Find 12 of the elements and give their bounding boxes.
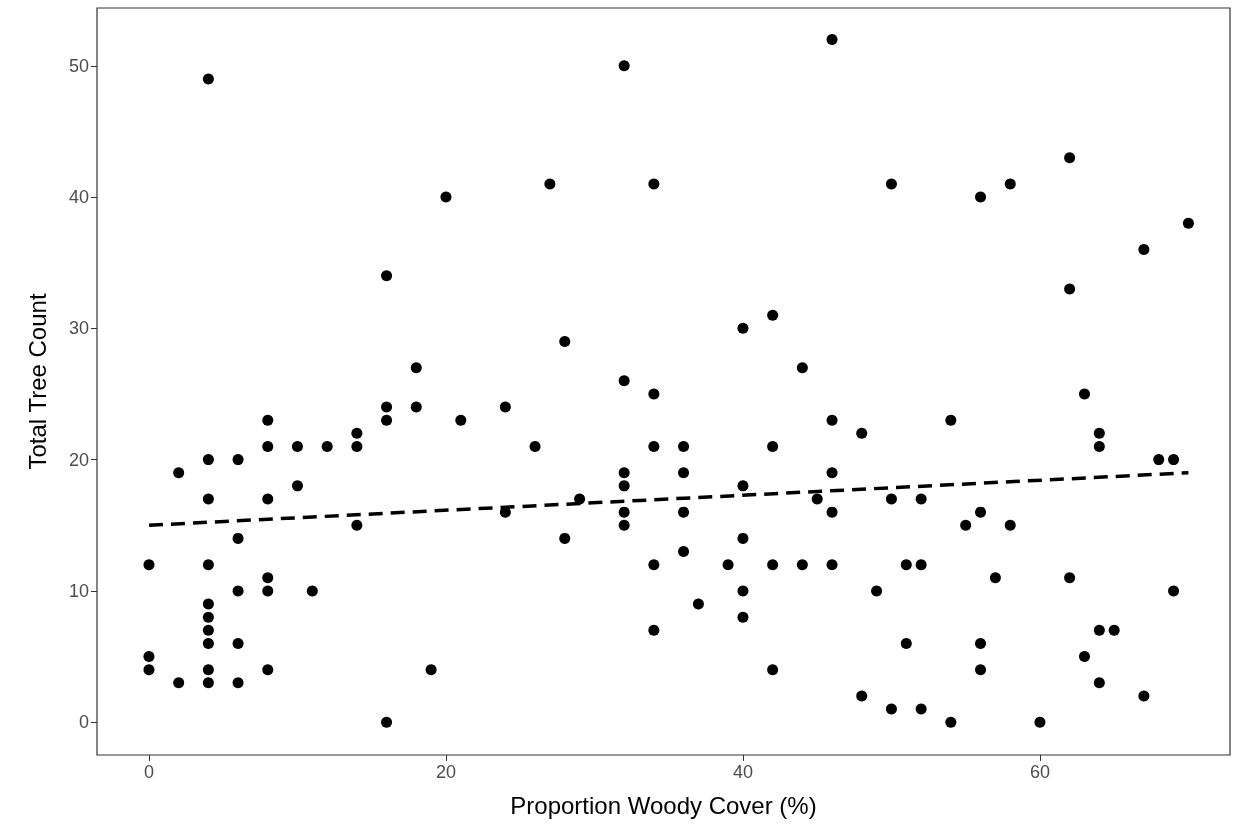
y-tick-label: 20 (68, 449, 89, 470)
y-tick-label: 0 (78, 712, 89, 733)
y-tick-label: 10 (68, 580, 89, 601)
x-tick-label: 0 (143, 762, 154, 782)
x-tick-label: 20 (435, 762, 456, 782)
y-tick-label: 50 (68, 55, 89, 76)
y-axis-title: Total Tree Count (23, 293, 51, 470)
x-axis-title: Proportion Woody Cover (%) (510, 791, 817, 819)
y-tick-label: 30 (68, 318, 89, 339)
y-tick-label: 40 (68, 187, 89, 208)
x-tick-label: 60 (1029, 762, 1050, 782)
x-tick-label: 40 (732, 762, 753, 782)
